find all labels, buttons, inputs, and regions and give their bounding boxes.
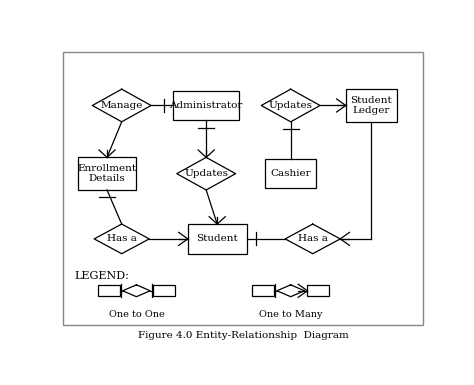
Bar [153, 285, 175, 296]
FancyBboxPatch shape [63, 52, 423, 325]
Text: One to One: One to One [109, 310, 164, 319]
Bar [173, 91, 239, 120]
Bar [346, 89, 397, 122]
Text: Administrator: Administrator [170, 101, 243, 110]
Bar [308, 285, 329, 296]
Bar [188, 224, 246, 254]
Text: Updates: Updates [269, 101, 313, 110]
Text: Manage: Manage [100, 101, 143, 110]
Text: Student: Student [196, 234, 238, 243]
Text: Enrollment
Details: Enrollment Details [77, 164, 137, 183]
Text: Student
Ledger: Student Ledger [351, 96, 392, 115]
Bar [98, 285, 119, 296]
Bar [252, 285, 274, 296]
Bar [78, 157, 137, 190]
Text: Has a: Has a [298, 234, 328, 243]
Text: Cashier: Cashier [270, 169, 311, 178]
Bar [265, 159, 317, 189]
Text: LEGEND:: LEGEND: [74, 271, 129, 281]
Text: Figure 4.0 Entity-Relationship  Diagram: Figure 4.0 Entity-Relationship Diagram [137, 331, 348, 340]
Text: Updates: Updates [184, 169, 228, 178]
Text: Has a: Has a [107, 234, 137, 243]
Text: One to Many: One to Many [259, 310, 322, 319]
